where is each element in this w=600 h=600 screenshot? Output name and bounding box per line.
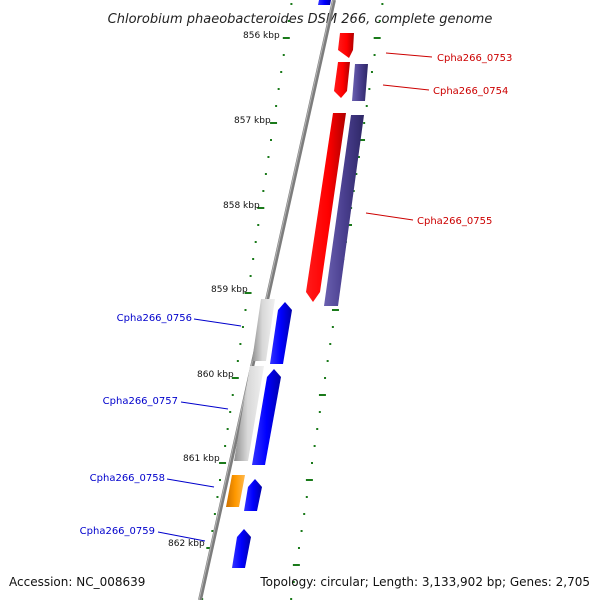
scale-label-856: 856 kbp	[243, 31, 280, 41]
label-cpha266-0755[interactable]: Cpha266_0755	[417, 216, 492, 227]
accession-text: Accession: NC_008639	[9, 575, 146, 589]
leader-cpha266-0754	[382, 84, 430, 91]
label-cpha266-0759[interactable]: Cpha266_0759	[80, 526, 155, 537]
feature-cpha266-0754[interactable]	[334, 62, 350, 98]
leader-cpha266-0753	[385, 52, 433, 58]
leader-cpha266-0758	[166, 478, 215, 488]
label-cpha266-0754[interactable]: Cpha266_0754	[433, 86, 508, 97]
feature-cpha266-0756[interactable]	[270, 302, 292, 364]
label-cpha266-0753[interactable]: Cpha266_0753	[437, 53, 512, 64]
label-cpha266-0758[interactable]: Cpha266_0758	[90, 473, 165, 484]
feature-cpha266-0758[interactable]	[226, 475, 245, 507]
topology-text: Topology: circular; Length: 3,133,902 bp…	[260, 575, 590, 589]
feature-cpha266-0756-gray	[252, 299, 275, 361]
feature-top-partial[interactable]	[318, 0, 331, 5]
label-cpha266-0757[interactable]: Cpha266_0757	[103, 396, 178, 407]
leader-cpha266-0755	[365, 212, 414, 221]
scale-label-862: 862 kbp	[168, 539, 205, 549]
feature-cpha266-0753[interactable]	[338, 33, 354, 58]
scale-label-860: 860 kbp	[197, 370, 234, 380]
map-title: Chlorobium phaeobacteroides DSM 266, com…	[108, 12, 493, 27]
leader-cpha266-0757	[180, 401, 229, 410]
feature-cpha266-0755[interactable]	[306, 113, 346, 302]
feature-cpha266-0758-blue	[244, 479, 262, 511]
label-cpha266-0756[interactable]: Cpha266_0756	[117, 313, 192, 324]
feature-cpha266-0753-purple	[352, 64, 368, 101]
feature-cpha266-0759[interactable]	[232, 529, 251, 568]
feature-cpha266-0757[interactable]	[252, 369, 281, 465]
feature-cpha266-0755-purple	[324, 115, 364, 306]
scale-label-858: 858 kbp	[223, 201, 260, 211]
leader-cpha266-0756	[193, 318, 242, 327]
leader-cpha266-0759	[157, 531, 206, 542]
feature-cpha266-0757-gray	[234, 366, 264, 461]
scale-label-857: 857 kbp	[234, 116, 271, 126]
scale-label-859: 859 kbp	[211, 285, 248, 295]
scale-label-861: 861 kbp	[183, 454, 220, 464]
scale-ticks-left	[201, 3, 293, 600]
